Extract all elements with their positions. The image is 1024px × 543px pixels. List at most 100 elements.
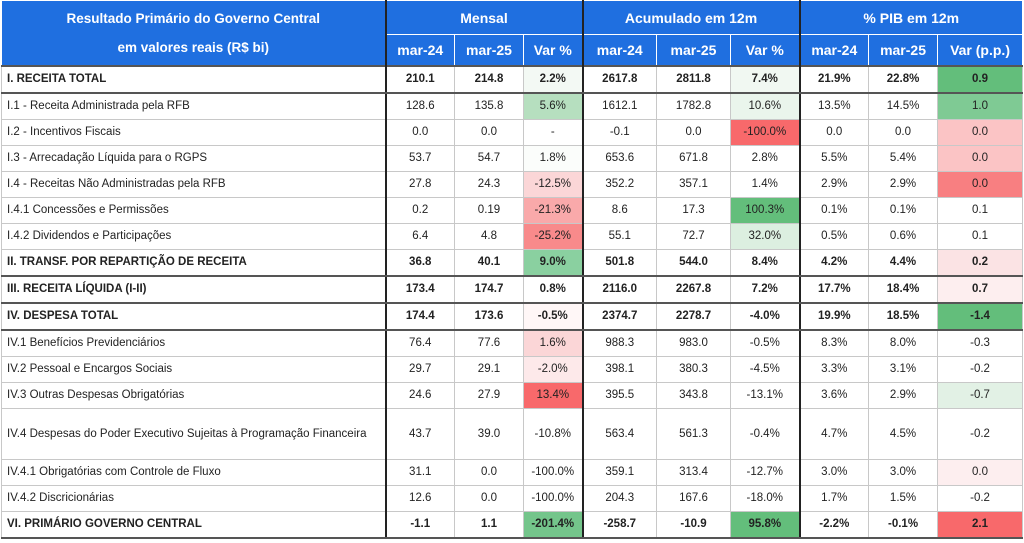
value-cell: 5.4%	[868, 144, 939, 172]
value-cell: -100.0%	[730, 118, 801, 146]
value-cell: 3.6%	[798, 381, 870, 409]
value-cell: 313.4	[656, 458, 732, 486]
value-cell: 2374.7	[581, 302, 658, 331]
subcol-header: Var %	[522, 34, 584, 66]
value-cell: 380.3	[656, 355, 732, 383]
value-cell: 0.0	[384, 118, 455, 146]
value-cell: 0.0	[454, 458, 524, 486]
table-row: III. RECEITA LÍQUIDA (I-II) 173.4 174.7 0.8…	[1, 275, 1024, 304]
value-cell: 13.4%	[522, 381, 584, 409]
table-header: Resultado Primário do Governo Central em…	[1, 0, 1024, 66]
row-label: IV.4.2 Discricionárias	[1, 484, 386, 512]
value-cell: -12.5%	[522, 170, 584, 198]
value-cell: 563.4	[581, 407, 658, 460]
value-cell: -4.0%	[730, 302, 801, 331]
subcol-header: mar-25	[868, 34, 939, 66]
table-row: IV.3 Outras Despesas Obrigatórias 24.6 27.…	[1, 381, 1024, 409]
value-cell: 0.19	[454, 196, 524, 224]
value-cell: 0.0	[868, 118, 939, 146]
value-cell: 214.8	[454, 64, 524, 94]
value-cell: 7.2%	[730, 275, 801, 304]
value-cell: -	[522, 118, 584, 146]
value-cell: 95.8%	[730, 510, 801, 539]
value-cell: 6.4	[384, 222, 455, 250]
value-cell: -12.7%	[730, 458, 801, 486]
table-row: IV.4 Despesas do Poder Executivo Sujeita…	[1, 407, 1024, 460]
value-cell: -10.8%	[522, 407, 584, 460]
table-row: IV. DESPESA TOTAL 174.4 173.6 -0.5% 2374.7 22…	[1, 302, 1024, 331]
value-cell: 343.8	[656, 381, 732, 409]
value-cell: 0.9	[937, 64, 1024, 94]
value-cell: 43.7	[384, 407, 455, 460]
table-row: IV.4.1 Obrigatórias com Controle de Flux…	[1, 458, 1024, 486]
value-cell: 3.3%	[798, 355, 870, 383]
value-cell: 1.4%	[730, 170, 801, 198]
value-cell: 8.0%	[868, 329, 939, 357]
row-label: I.1 - Receita Administrada pela RFB	[1, 92, 386, 120]
table-title: Resultado Primário do Governo Central em…	[1, 0, 386, 66]
value-cell: -21.3%	[522, 196, 584, 224]
value-cell: 561.3	[656, 407, 732, 460]
row-label: I.3 - Arrecadação Líquida para o RGPS	[1, 144, 386, 172]
value-cell: 1.0	[937, 92, 1024, 120]
value-cell: 8.4%	[730, 248, 801, 277]
value-cell: 24.6	[384, 381, 455, 409]
row-label: IV. DESPESA TOTAL	[1, 302, 386, 331]
value-cell: 54.7	[454, 144, 524, 172]
value-cell: 135.8	[454, 92, 524, 120]
value-cell: 4.8	[454, 222, 524, 250]
row-label: I.4.2 Dividendos e Participações	[1, 222, 386, 250]
value-cell: -0.1	[581, 118, 658, 146]
value-cell: 29.1	[454, 355, 524, 383]
value-cell: 4.2%	[798, 248, 870, 277]
value-cell: 0.0	[937, 458, 1024, 486]
value-cell: 1.7%	[798, 484, 870, 512]
value-cell: 2617.8	[581, 64, 658, 94]
value-cell: 0.8%	[522, 275, 584, 304]
value-cell: 100.3%	[730, 196, 801, 224]
value-cell: -2.2%	[798, 510, 870, 539]
value-cell: 0.0	[656, 118, 732, 146]
row-label: II. TRANSF. POR REPARTIÇÃO DE RECEITA	[1, 248, 386, 277]
value-cell: 4.7%	[798, 407, 870, 460]
value-cell: 27.9	[454, 381, 524, 409]
value-cell: -4.5%	[730, 355, 801, 383]
value-cell: 2.8%	[730, 144, 801, 172]
value-cell: 32.0%	[730, 222, 801, 250]
table-row: VI. PRIMÁRIO GOVERNO CENTRAL -1.1 1.1 -201.…	[1, 510, 1024, 539]
value-cell: 17.3	[656, 196, 732, 224]
row-label: IV.4.1 Obrigatórias com Controle de Flux…	[1, 458, 386, 486]
value-cell: 173.4	[384, 275, 455, 304]
value-cell: 19.9%	[798, 302, 870, 331]
table-row: I.4.1 Concessões e Permissões 0.2 0.19 -21.…	[1, 196, 1024, 224]
value-cell: 2.1	[937, 510, 1024, 539]
table-row: I.2 - Incentivos Fiscais 0.0 0.0- -0.1 0.0 -1…	[1, 118, 1024, 146]
value-cell: -0.1%	[868, 510, 939, 539]
value-cell: 18.4%	[868, 275, 939, 304]
value-cell: 0.6%	[868, 222, 939, 250]
value-cell: 31.1	[384, 458, 455, 486]
value-cell: 2.9%	[868, 170, 939, 198]
row-label: IV.4 Despesas do Poder Executivo Sujeita…	[1, 407, 386, 460]
value-cell: 0.7	[937, 275, 1024, 304]
value-cell: 0.0	[937, 144, 1024, 172]
value-cell: -201.4%	[522, 510, 584, 539]
value-cell: 0.0	[454, 484, 524, 512]
value-cell: 27.8	[384, 170, 455, 198]
value-cell: 501.8	[581, 248, 658, 277]
value-cell: 29.7	[384, 355, 455, 383]
value-cell: 8.6	[581, 196, 658, 224]
value-cell: 13.5%	[798, 92, 870, 120]
value-cell: -25.2%	[522, 222, 584, 250]
value-cell: 2811.8	[656, 64, 732, 94]
value-cell: -13.1%	[730, 381, 801, 409]
row-label: I.4.1 Concessões e Permissões	[1, 196, 386, 224]
value-cell: -100.0%	[522, 458, 584, 486]
group-header-mensal: Mensal	[384, 0, 584, 35]
row-label: I.4 - Receitas Não Administradas pela RF…	[1, 170, 386, 198]
row-label: IV.1 Benefícios Previdenciários	[1, 329, 386, 357]
value-cell: 24.3	[454, 170, 524, 198]
table-row: I.1 - Receita Administrada pela RFB 128.6…	[1, 92, 1024, 120]
subcol-header: Var (p.p.)	[937, 34, 1024, 66]
